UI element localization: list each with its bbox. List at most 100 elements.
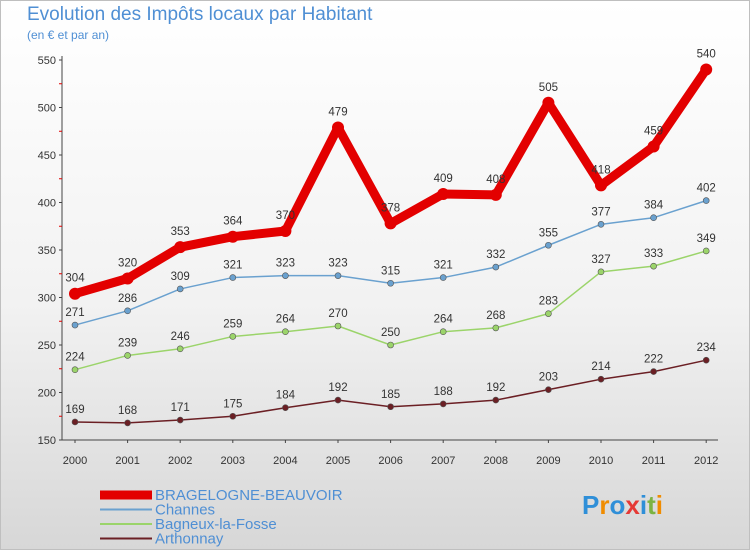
- data-label: 364: [223, 216, 243, 228]
- data-label: 239: [118, 337, 137, 349]
- y-tick-label: 450: [38, 150, 56, 162]
- data-label: 192: [328, 382, 347, 394]
- data-label: 268: [486, 310, 505, 322]
- data-label: 370: [276, 210, 295, 222]
- data-label: 175: [223, 398, 242, 410]
- data-point: [124, 419, 131, 427]
- x-tick-label: 2008: [484, 455, 508, 467]
- data-point: [439, 400, 447, 408]
- legend-entry: Channes: [155, 502, 215, 519]
- data-label: 315: [381, 265, 400, 277]
- data-label: 234: [697, 342, 717, 354]
- data-label: 540: [697, 49, 716, 61]
- data-label: 184: [276, 390, 296, 402]
- x-tick-label: 2009: [536, 455, 560, 467]
- data-point: [124, 307, 131, 315]
- y-tick-label: 250: [38, 340, 56, 352]
- data-label: 304: [65, 273, 85, 285]
- data-point: [334, 272, 342, 279]
- data-label: 479: [328, 106, 347, 118]
- data-point: [121, 272, 134, 285]
- data-point: [387, 403, 394, 411]
- data-point: [700, 63, 713, 76]
- data-point: [595, 179, 607, 192]
- data-label: 377: [591, 206, 610, 218]
- data-label: 264: [276, 314, 296, 326]
- data-point: [545, 241, 552, 249]
- data-label: 171: [171, 402, 190, 414]
- legend-entry: BRAGELOGNE-BEAUVOIR: [155, 487, 343, 504]
- chart-title: Evolution des Impôts locaux par Habitant: [27, 4, 373, 25]
- legend: BRAGELOGNE-BEAUVOIRChannesBagneux-la-Fos…: [100, 487, 343, 548]
- logo-letter: o: [609, 490, 626, 520]
- data-point: [226, 230, 239, 243]
- data-point: [542, 96, 555, 109]
- x-tick-label: 2010: [589, 455, 613, 467]
- data-point: [282, 272, 289, 279]
- data-label: 185: [381, 389, 400, 401]
- proxiti-logo: Proxiti: [582, 490, 663, 521]
- data-label: 250: [381, 327, 400, 339]
- x-tick-label: 2001: [115, 455, 139, 467]
- data-point: [174, 241, 187, 254]
- data-label: 321: [434, 260, 453, 272]
- data-label: 349: [697, 233, 716, 245]
- data-label: 222: [644, 354, 663, 366]
- data-point: [387, 279, 394, 287]
- data-point: [69, 287, 81, 300]
- logo-letter: i: [655, 490, 663, 520]
- data-point: [702, 197, 710, 204]
- y-tick-label: 350: [38, 245, 56, 257]
- data-point: [545, 310, 552, 317]
- data-label: 353: [171, 226, 190, 238]
- data-label: 169: [65, 404, 84, 416]
- data-label: 378: [381, 202, 400, 214]
- y-tick-label: 300: [38, 293, 56, 305]
- x-tick-label: 2004: [273, 455, 297, 467]
- data-label: 332: [486, 249, 505, 261]
- data-label: 270: [328, 308, 347, 320]
- data-point: [650, 368, 657, 375]
- data-label: 321: [223, 260, 242, 272]
- data-point: [334, 322, 342, 330]
- data-point: [492, 324, 500, 332]
- data-point: [176, 285, 184, 293]
- x-tick-label: 2003: [221, 455, 245, 467]
- data-label: 320: [118, 258, 137, 270]
- data-point: [229, 333, 237, 340]
- data-label: 459: [644, 125, 663, 137]
- data-point: [384, 217, 397, 230]
- data-point: [387, 341, 394, 349]
- data-point: [334, 396, 342, 404]
- data-point: [492, 396, 500, 404]
- data-label: 384: [644, 200, 664, 212]
- data-point: [124, 352, 131, 359]
- data-label: 246: [171, 331, 190, 343]
- x-tick-label: 2002: [168, 455, 192, 467]
- axes: 150 200 250 300 350 400 450 500 550 2000 2001 2002 2…: [38, 55, 719, 467]
- data-point: [71, 418, 79, 426]
- data-point: [439, 328, 447, 336]
- data-point: [647, 140, 660, 153]
- legend-entry: Arthonnay: [155, 531, 224, 548]
- y-tick-label: 400: [38, 198, 56, 210]
- y-tick-label: 550: [38, 55, 56, 67]
- y-tick-label: 150: [38, 435, 56, 447]
- data-point: [597, 268, 605, 276]
- logo-letter: i: [639, 490, 648, 520]
- x-tick-label: 2007: [431, 455, 455, 467]
- data-label: 323: [276, 258, 295, 270]
- logo-letter: t: [647, 490, 656, 520]
- data-label: 309: [171, 271, 190, 283]
- data-label: 409: [434, 173, 453, 185]
- x-tick-label: 2012: [694, 455, 718, 467]
- data-label: 259: [223, 318, 242, 330]
- x-tick-label: 2000: [63, 455, 87, 467]
- data-label: 203: [539, 372, 558, 384]
- data-point: [702, 356, 710, 364]
- data-point: [282, 328, 289, 336]
- x-tick-label: 2006: [378, 455, 402, 467]
- data-label: 271: [65, 307, 84, 319]
- data-label: 402: [697, 183, 716, 195]
- x-tick-label: 2011: [642, 455, 666, 467]
